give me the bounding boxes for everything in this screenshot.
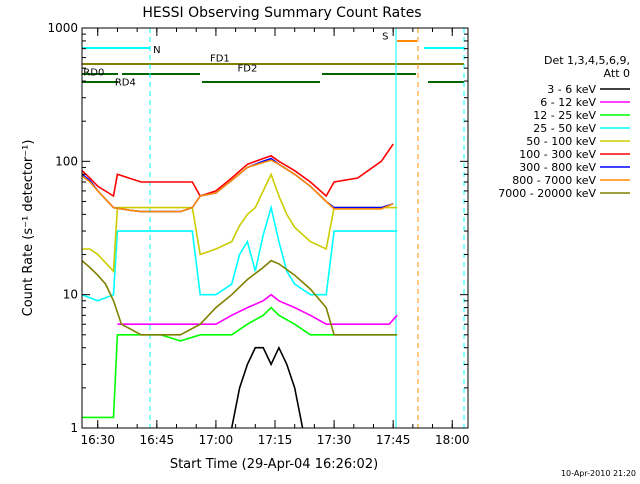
y-axis-label: Count Rate (s⁻¹ detector⁻¹) bbox=[21, 140, 36, 317]
legend-header-detectors: Det 1,3,4,5,6,9, bbox=[544, 54, 630, 67]
legend-entry-label: 800 - 7000 keV bbox=[512, 174, 596, 187]
annotation-label: RD0 bbox=[83, 68, 104, 79]
footer-timestamp: 10-Apr-2010 21:20 bbox=[561, 469, 636, 478]
y-tick-label: 10 bbox=[63, 288, 78, 302]
y-tick-label: 100 bbox=[55, 154, 78, 168]
series-line-4 bbox=[82, 172, 398, 274]
legend-entry-label: 6 - 12 keV bbox=[540, 96, 596, 109]
y-tick-label: 1 bbox=[70, 421, 78, 435]
series-line-7 bbox=[81, 159, 394, 213]
status-bars bbox=[82, 40, 464, 83]
y-tick-label: 1000 bbox=[47, 21, 78, 35]
x-tick-label: 18:00 bbox=[435, 433, 470, 447]
chart-title: HESSI Observing Summary Count Rates bbox=[142, 5, 421, 21]
decimation-bar bbox=[82, 73, 464, 83]
legend-header-attenuator: Att 0 bbox=[604, 67, 630, 80]
x-axis-ticks: 16:30 16:45 17:00 17:15 17:30 17:45 18:00 bbox=[80, 28, 470, 447]
series-line-1 bbox=[117, 293, 398, 326]
annotation-label: FD2 bbox=[238, 64, 258, 75]
legend-entry-label: 300 - 800 keV bbox=[519, 161, 596, 174]
event-markers bbox=[149, 28, 465, 428]
x-tick-label: 17:45 bbox=[376, 433, 411, 447]
annotation-label: FD1 bbox=[210, 54, 230, 65]
series-line-8 bbox=[81, 259, 398, 336]
series-layer bbox=[81, 143, 398, 429]
annotation-label: N bbox=[153, 45, 160, 56]
x-tick-label: 16:45 bbox=[140, 433, 175, 447]
legend-entry-label: 25 - 50 keV bbox=[533, 122, 596, 135]
legend-entry-label: 7000 - 20000 keV bbox=[498, 187, 596, 200]
annotation-layer: N FD1 FD2 S RD0 RD4 bbox=[83, 31, 388, 88]
legend-entry-label: 100 - 300 keV bbox=[519, 148, 596, 161]
series-line-5 bbox=[81, 143, 394, 198]
series-line-3 bbox=[81, 204, 398, 302]
annotation-label: S bbox=[382, 31, 388, 42]
x-tick-label: 17:00 bbox=[199, 433, 234, 447]
x-axis-label: Start Time (29-Apr-04 16:26:02) bbox=[170, 457, 378, 472]
x-tick-label: 17:15 bbox=[258, 433, 293, 447]
legend-entry-label: 12 - 25 keV bbox=[533, 109, 596, 122]
series-line-0 bbox=[230, 345, 304, 429]
annotation-label: RD4 bbox=[115, 78, 136, 89]
legend-entry-label: 3 - 6 keV bbox=[547, 83, 596, 96]
legend-entry-label: 50 - 100 keV bbox=[526, 135, 596, 148]
y-axis-ticks: 1 10 100 1000 bbox=[47, 21, 468, 435]
x-tick-label: 17:30 bbox=[317, 433, 352, 447]
x-tick-label: 16:30 bbox=[80, 433, 115, 447]
